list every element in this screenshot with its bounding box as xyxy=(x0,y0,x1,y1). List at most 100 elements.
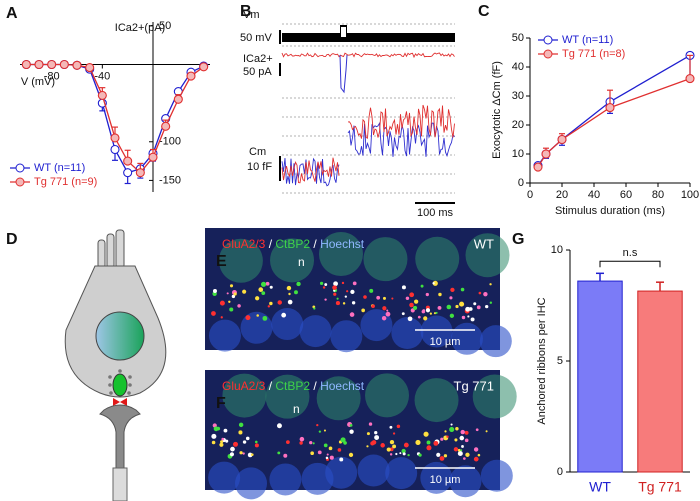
data-point xyxy=(173,94,183,104)
synapse-dot xyxy=(449,426,455,433)
nucleus xyxy=(450,322,483,355)
synapse-dot xyxy=(254,440,258,444)
synapse-dot xyxy=(318,430,322,433)
y-tick-label: -100 xyxy=(159,136,181,148)
data-point xyxy=(557,134,567,145)
nucleus xyxy=(222,373,267,418)
data-point xyxy=(72,60,82,70)
trace-label: Cm xyxy=(249,146,266,158)
y-tick-label: 20 xyxy=(512,119,524,131)
synapse-dot xyxy=(242,452,245,455)
data-point xyxy=(123,156,133,166)
stain-legend: GluA2/3 / CtBP2 / Hoechst xyxy=(222,379,365,393)
synapse-dot xyxy=(440,437,444,441)
hair-cell-diagram xyxy=(64,229,167,501)
nucleus xyxy=(363,237,408,282)
synapse-dot xyxy=(211,440,216,445)
legend-label: WT (n=11) xyxy=(562,34,613,46)
synapse-dot xyxy=(312,442,315,445)
legend-label: WT (n=11) xyxy=(34,162,85,174)
synapse-dot xyxy=(332,285,337,290)
synapse-dot xyxy=(237,304,241,308)
synapse-dot xyxy=(420,284,424,288)
synapse-dot xyxy=(230,446,235,452)
synapse-dot xyxy=(489,283,492,286)
synapse-dot xyxy=(476,305,481,310)
synapse-dot xyxy=(374,431,378,435)
nucleus xyxy=(208,319,241,352)
synapse-dot xyxy=(335,301,340,306)
synapse-dot xyxy=(460,449,463,452)
synapse-dot xyxy=(485,304,489,309)
synapse-dot xyxy=(340,437,346,443)
x-tick-label: Tg 771 xyxy=(638,479,682,495)
synapse-dot xyxy=(432,280,438,286)
data-point xyxy=(97,90,107,100)
synapse-dot xyxy=(296,281,301,287)
synapse-dot xyxy=(276,423,282,429)
synapse-dot xyxy=(391,297,394,300)
synapse-dot xyxy=(444,430,447,433)
synapse-dot xyxy=(455,427,459,431)
y-tick-label: 50 xyxy=(512,32,524,44)
synapse-dot xyxy=(269,301,273,306)
synapse-dot xyxy=(325,456,329,460)
synapse-dot xyxy=(350,289,355,294)
synapse-dot xyxy=(333,281,338,287)
legend-marker xyxy=(543,35,553,45)
nucleus xyxy=(465,233,510,278)
synapse-dot xyxy=(374,435,380,440)
synapse-dot xyxy=(219,300,225,306)
synapse-dot xyxy=(262,315,268,321)
data-point xyxy=(123,168,133,178)
synapse-dot xyxy=(409,302,414,308)
synapse-dot xyxy=(229,452,235,457)
synapse-dot xyxy=(407,453,410,457)
nucleus xyxy=(208,461,241,494)
data-point xyxy=(148,152,158,162)
synapse-dot xyxy=(457,448,461,452)
nucleus xyxy=(270,238,315,283)
data-point xyxy=(605,103,615,113)
y-tick-label: 0 xyxy=(557,466,563,478)
synapse-dot xyxy=(473,447,479,452)
synapse-dot xyxy=(464,430,469,435)
genotype: WT xyxy=(474,236,494,251)
trace-label: Vm xyxy=(243,9,260,21)
legend-label: Tg 771 (n=9) xyxy=(34,176,97,188)
synapse-dot xyxy=(401,312,405,316)
synapse-dot xyxy=(457,450,463,457)
trace-label: ICa2+ xyxy=(243,53,273,65)
synapse-dot xyxy=(277,300,282,305)
synapse-dot xyxy=(341,281,345,285)
synapse-dot xyxy=(228,300,231,303)
synapse-dot xyxy=(414,299,419,304)
synapse-dot xyxy=(412,305,418,310)
stain-legend: GluA2/3 / CtBP2 / Hoechst xyxy=(222,237,365,251)
y-axis-label: ICa2+(pA) xyxy=(115,22,165,34)
synapse-dot xyxy=(220,440,224,444)
x-tick-label: -40 xyxy=(94,70,110,82)
synapse-dot xyxy=(319,281,324,285)
nucleus xyxy=(385,457,418,490)
trace xyxy=(281,157,340,184)
panel-label: C xyxy=(478,3,490,20)
synapse-dot xyxy=(277,451,281,455)
synapse-dot xyxy=(385,311,391,317)
synapse-dot xyxy=(267,305,271,308)
synapse-dot xyxy=(473,456,479,462)
x-tick-label: -80 xyxy=(44,70,60,82)
synapse-dot xyxy=(460,287,465,292)
synapse-dot xyxy=(329,455,334,460)
data-point xyxy=(161,121,171,131)
synapse-dot xyxy=(344,295,347,298)
synapse-dot xyxy=(256,314,259,317)
synapse-dot xyxy=(328,446,333,451)
synapse-dot xyxy=(402,452,406,456)
synapse-dot xyxy=(361,308,365,313)
synapse-dot xyxy=(477,453,481,457)
synapse-dot xyxy=(242,289,247,294)
synapse-dot xyxy=(369,288,374,293)
synapse-dot xyxy=(245,315,251,321)
data-point xyxy=(59,59,69,70)
